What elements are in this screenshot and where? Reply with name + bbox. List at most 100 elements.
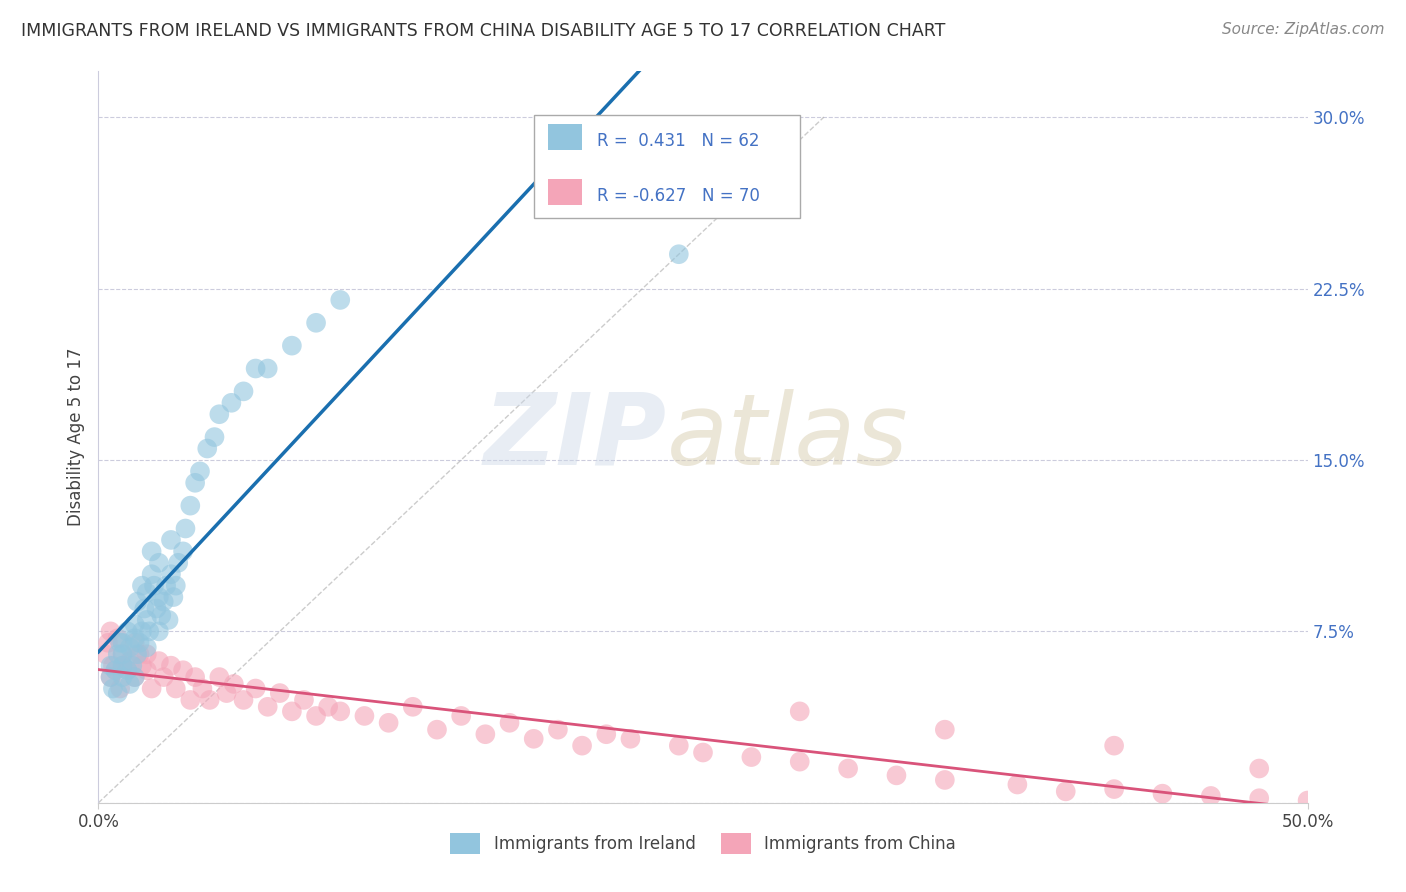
Point	[245, 681, 267, 696]
Point	[157, 613, 180, 627]
Point	[232, 384, 254, 399]
Point	[184, 670, 207, 684]
Point	[329, 705, 352, 719]
Point	[179, 693, 201, 707]
Point	[165, 681, 187, 696]
Point	[221, 396, 243, 410]
Point	[111, 647, 134, 661]
Point	[111, 658, 134, 673]
Point	[141, 681, 163, 696]
Point	[97, 636, 120, 650]
Point	[329, 293, 352, 307]
Point	[208, 407, 231, 421]
Point	[160, 533, 183, 547]
Point	[100, 658, 122, 673]
Point	[141, 544, 163, 558]
Point	[571, 739, 593, 753]
Point	[131, 579, 153, 593]
Point	[160, 567, 183, 582]
Point	[1102, 782, 1125, 797]
Point	[124, 632, 146, 646]
Point	[141, 567, 163, 582]
Point	[1296, 793, 1319, 807]
Point	[179, 499, 201, 513]
Point	[117, 663, 139, 677]
Point	[222, 677, 245, 691]
Point	[100, 670, 122, 684]
Point	[107, 686, 129, 700]
Point	[172, 544, 194, 558]
Point	[305, 709, 328, 723]
FancyBboxPatch shape	[548, 178, 582, 205]
Point	[619, 731, 641, 746]
Point	[124, 670, 146, 684]
Point	[1152, 787, 1174, 801]
Point	[204, 430, 226, 444]
Point	[117, 663, 139, 677]
Point	[377, 715, 399, 730]
Point	[692, 746, 714, 760]
Point	[101, 658, 124, 673]
Point	[1199, 789, 1222, 803]
Point	[886, 768, 908, 782]
Point	[174, 521, 197, 535]
Point	[127, 647, 149, 661]
FancyBboxPatch shape	[534, 115, 800, 218]
Point	[353, 709, 375, 723]
Point	[269, 686, 291, 700]
Point	[668, 247, 690, 261]
Text: atlas: atlas	[666, 389, 908, 485]
Point	[135, 647, 157, 661]
Point	[162, 590, 184, 604]
Point	[523, 731, 546, 746]
Point	[195, 442, 218, 456]
Point	[118, 677, 141, 691]
Point	[1054, 784, 1077, 798]
Point	[789, 755, 811, 769]
Point	[1249, 791, 1271, 805]
Point	[108, 636, 131, 650]
Point	[402, 699, 425, 714]
Legend: Immigrants from Ireland, Immigrants from China: Immigrants from Ireland, Immigrants from…	[444, 827, 962, 860]
Point	[256, 699, 278, 714]
Point	[148, 590, 170, 604]
Point	[118, 654, 141, 668]
Point	[305, 316, 328, 330]
Point	[450, 709, 472, 723]
Point	[245, 361, 267, 376]
Point	[111, 636, 134, 650]
Point	[281, 705, 304, 719]
Point	[934, 723, 956, 737]
Point	[107, 647, 129, 661]
Point	[215, 686, 238, 700]
Point	[128, 647, 150, 661]
Point	[1102, 739, 1125, 753]
Point	[789, 705, 811, 719]
Point	[121, 658, 143, 673]
Point	[152, 670, 174, 684]
Point	[191, 681, 214, 696]
Point	[131, 624, 153, 639]
Point	[148, 556, 170, 570]
Point	[128, 636, 150, 650]
Point	[104, 663, 127, 677]
Point	[595, 727, 617, 741]
Point	[111, 647, 134, 661]
Point	[198, 693, 221, 707]
Point	[135, 585, 157, 599]
Point	[837, 762, 859, 776]
Point	[232, 693, 254, 707]
Point	[316, 699, 339, 714]
Text: Source: ZipAtlas.com: Source: ZipAtlas.com	[1222, 22, 1385, 37]
Point	[124, 617, 146, 632]
Point	[111, 658, 134, 673]
Point	[135, 663, 157, 677]
Point	[668, 739, 690, 753]
Point	[547, 723, 569, 737]
Point	[107, 632, 129, 646]
Point	[498, 715, 520, 730]
Point	[188, 464, 211, 478]
Point	[934, 772, 956, 787]
Point	[426, 723, 449, 737]
Point	[740, 750, 762, 764]
